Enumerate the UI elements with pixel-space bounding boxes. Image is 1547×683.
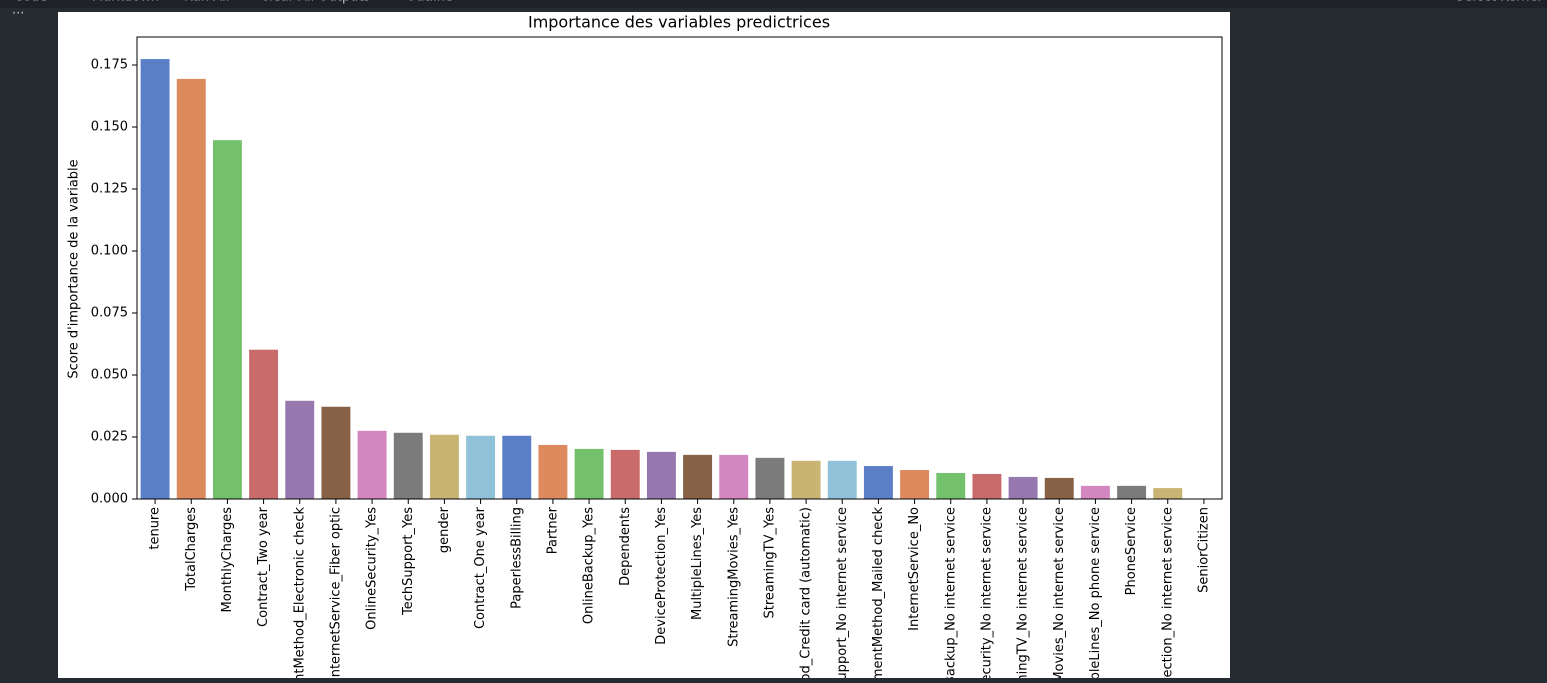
x-tick-label: PaymentMethod_Electronic check bbox=[292, 507, 307, 683]
bar bbox=[755, 457, 785, 499]
x-tick-label: Contract_Two year bbox=[256, 506, 271, 627]
x-tick-label: PhoneService bbox=[1124, 507, 1139, 595]
bar bbox=[574, 448, 604, 499]
x-tick-label: OnlineSecurity_No internet service bbox=[979, 507, 994, 683]
x-tick-label: DeviceProtection_No internet service bbox=[1160, 507, 1175, 683]
x-tick-label: InternetService_Fiber optic bbox=[328, 507, 343, 681]
bar bbox=[321, 406, 351, 499]
bar bbox=[393, 432, 423, 499]
x-tick-label: PaperlessBilling bbox=[509, 507, 524, 609]
y-tick-label: 0.125 bbox=[91, 182, 128, 197]
bar bbox=[791, 460, 821, 499]
bar bbox=[936, 472, 966, 499]
toolbar-button[interactable]: Clear All Outputs bbox=[260, 0, 371, 5]
bar bbox=[357, 430, 387, 499]
bar bbox=[1044, 477, 1074, 499]
bar bbox=[863, 466, 893, 499]
bar bbox=[1153, 488, 1183, 499]
kernel-button[interactable]: Select Kernel bbox=[1456, 0, 1541, 5]
x-tick-label: PaymentMethod_Mailed check bbox=[871, 507, 886, 683]
x-tick-label: StreamingMovies_No internet service bbox=[1052, 507, 1067, 683]
x-tick-label: MultipleLines_No phone service bbox=[1088, 507, 1103, 683]
bar bbox=[1080, 485, 1110, 499]
bar bbox=[719, 454, 749, 499]
x-tick-label: MonthlyCharges bbox=[220, 507, 235, 613]
x-tick-label: SeniorCitizen bbox=[1196, 507, 1211, 593]
y-tick-label: 0.150 bbox=[91, 120, 128, 135]
x-tick-label: OnlineSecurity_Yes bbox=[365, 507, 380, 630]
x-tick-label: TechSupport_Yes bbox=[401, 507, 416, 616]
x-tick-label: OnlineBackup_Yes bbox=[582, 507, 597, 624]
bar bbox=[502, 435, 532, 499]
y-tick-label: 0.025 bbox=[91, 430, 128, 445]
x-tick-label: OnlineBackup_No internet service bbox=[943, 507, 958, 683]
x-tick-label: gender bbox=[437, 506, 452, 553]
bar bbox=[249, 349, 279, 499]
bar bbox=[900, 469, 930, 499]
y-tick-label: 0.175 bbox=[91, 58, 128, 73]
y-axis-label: Score d'importance de la variable bbox=[67, 159, 82, 378]
bar bbox=[1008, 476, 1038, 499]
toolbar-button[interactable]: Run All bbox=[184, 0, 229, 5]
bar bbox=[176, 78, 206, 499]
y-tick-label: 0.050 bbox=[91, 368, 128, 383]
bar bbox=[610, 449, 640, 499]
x-tick-label: StreamingMovies_Yes bbox=[726, 507, 741, 647]
plot: Importance des variables predictrices Sc… bbox=[67, 13, 1223, 683]
bar bbox=[538, 444, 568, 499]
bar bbox=[646, 451, 676, 499]
x-tick-label: Dependents bbox=[618, 507, 633, 586]
y-tick-label: 0.100 bbox=[91, 244, 128, 259]
x-tick-label: tenure bbox=[148, 507, 163, 550]
x-tick-label: TotalCharges bbox=[184, 507, 199, 592]
bar bbox=[285, 400, 315, 499]
x-tick-label: StreamingTV_Yes bbox=[762, 507, 777, 619]
y-tick-label: 0.000 bbox=[91, 492, 128, 507]
x-tick-label: PaymentMethod_Credit card (automatic) bbox=[799, 507, 814, 683]
bar bbox=[1117, 485, 1147, 499]
bar bbox=[827, 460, 857, 499]
x-tick-label: DeviceProtection_Yes bbox=[654, 507, 669, 645]
chart-title: Importance des variables predictrices bbox=[528, 13, 830, 32]
x-tick-label: Contract_One year bbox=[473, 506, 488, 629]
x-tick-label: InternetService_No bbox=[907, 507, 922, 631]
x-tick-label: TechSupport_No internet service bbox=[835, 507, 850, 683]
bar bbox=[140, 59, 170, 499]
bar bbox=[429, 434, 459, 499]
bar bbox=[466, 435, 496, 499]
bar bbox=[683, 454, 713, 499]
toolbar-button[interactable]: Code bbox=[14, 0, 47, 5]
x-tick-label: StreamingTV_No internet service bbox=[1016, 507, 1031, 683]
x-tick-label: Partner bbox=[545, 506, 560, 554]
x-tick-label: MultipleLines_Yes bbox=[690, 507, 705, 620]
toolbar-button[interactable]: Outline bbox=[406, 0, 453, 5]
axes-frame bbox=[136, 36, 1223, 500]
bar bbox=[212, 140, 242, 499]
toolbar-button[interactable]: Markdown bbox=[92, 0, 159, 5]
bar bbox=[972, 473, 1002, 499]
toolbar-bar bbox=[0, 0, 1547, 8]
y-tick-label: 0.075 bbox=[91, 306, 128, 321]
more-button[interactable]: ... bbox=[12, 3, 24, 18]
output-cell bbox=[58, 12, 1230, 678]
